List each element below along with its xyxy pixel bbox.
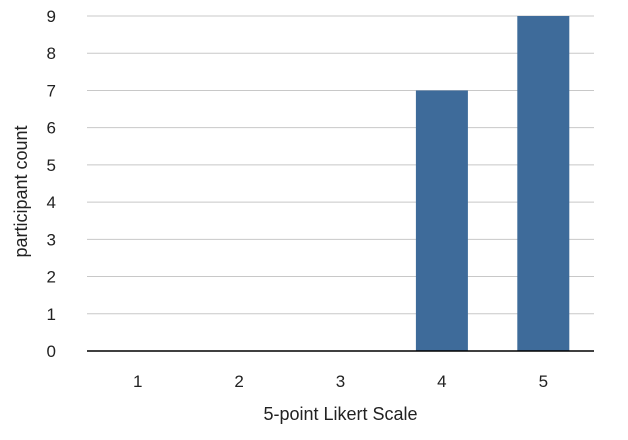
x-tick-labels: 1 2 3 4 5 <box>133 372 548 391</box>
y-tick-label: 0 <box>47 342 56 361</box>
x-axis-title: 5-point Likert Scale <box>263 404 417 424</box>
y-tick-label: 9 <box>47 7 56 26</box>
y-tick-label: 6 <box>47 119 56 138</box>
x-tick-label: 5 <box>539 372 548 391</box>
bars <box>415 16 570 351</box>
y-tick-labels: 0 1 2 3 4 5 6 7 8 9 <box>47 7 56 361</box>
y-tick-label: 7 <box>47 81 56 100</box>
x-tick-label: 1 <box>133 372 142 391</box>
y-tick-label: 4 <box>47 193 56 212</box>
bar <box>517 16 570 351</box>
x-tick-label: 3 <box>336 372 345 391</box>
y-tick-label: 8 <box>47 44 56 63</box>
y-tick-label: 2 <box>47 268 56 287</box>
x-tick-label: 2 <box>234 372 243 391</box>
y-tick-label: 1 <box>47 305 56 324</box>
y-tick-label: 3 <box>47 230 56 249</box>
y-axis-title: participant count <box>11 125 31 257</box>
y-tick-label: 5 <box>47 156 56 175</box>
bar <box>415 90 468 351</box>
gridlines <box>87 15 594 315</box>
x-tick-label: 4 <box>437 372 446 391</box>
